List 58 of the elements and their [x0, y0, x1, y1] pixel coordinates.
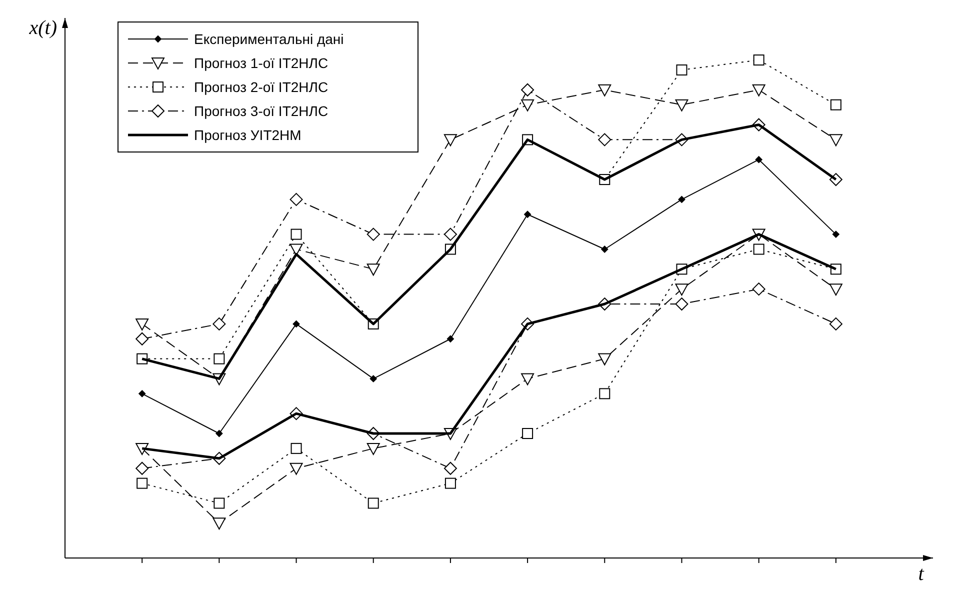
- point: [216, 430, 223, 437]
- legend-label: Прогноз 3-ої IT2НЛС: [194, 103, 328, 119]
- point: [601, 246, 608, 253]
- point: [290, 228, 302, 240]
- point: [444, 134, 457, 146]
- point: [755, 156, 762, 164]
- x-axis-title: t: [918, 563, 924, 585]
- point: [366, 442, 380, 455]
- point: [214, 353, 225, 364]
- legend-label: Прогноз УІТ2НМ: [194, 127, 302, 143]
- point: [753, 54, 764, 66]
- point: [136, 462, 149, 475]
- point: [214, 498, 225, 509]
- point: [829, 134, 842, 146]
- point: [522, 428, 534, 439]
- point: [832, 230, 840, 238]
- point: [366, 264, 380, 276]
- point: [521, 83, 534, 96]
- point: [829, 317, 842, 330]
- point: [675, 99, 688, 112]
- point: [676, 64, 688, 76]
- point: [368, 498, 379, 509]
- legend-label: Прогноз 1-ої IT2НЛС: [194, 55, 328, 71]
- point: [290, 192, 303, 206]
- point: [444, 478, 456, 489]
- point: [138, 390, 146, 398]
- point: [290, 244, 303, 256]
- point: [290, 462, 303, 475]
- point: [290, 442, 302, 454]
- point: [753, 244, 764, 255]
- legend-label: Прогноз 2-ої IT2НЛС: [194, 79, 328, 95]
- point: [675, 298, 688, 311]
- point: [598, 133, 612, 146]
- point: [212, 317, 226, 330]
- point: [675, 284, 688, 296]
- point: [829, 284, 842, 296]
- point: [444, 462, 457, 475]
- point: [136, 332, 149, 346]
- point: [446, 335, 454, 342]
- point: [370, 375, 377, 382]
- point: [212, 518, 226, 530]
- point: [678, 196, 686, 203]
- point: [752, 84, 766, 96]
- point: [598, 353, 612, 366]
- point: [136, 478, 148, 489]
- point: [598, 84, 612, 96]
- point: [524, 210, 532, 218]
- point: [521, 373, 534, 386]
- point: [830, 99, 842, 110]
- legend-label: Експериментальні дані: [194, 31, 344, 47]
- y-axis-title: x(t): [28, 17, 58, 39]
- point: [752, 282, 766, 296]
- point: [366, 228, 380, 241]
- point: [521, 99, 534, 112]
- point: [599, 388, 610, 400]
- point: [136, 318, 149, 330]
- point: [292, 320, 300, 328]
- point: [444, 228, 457, 241]
